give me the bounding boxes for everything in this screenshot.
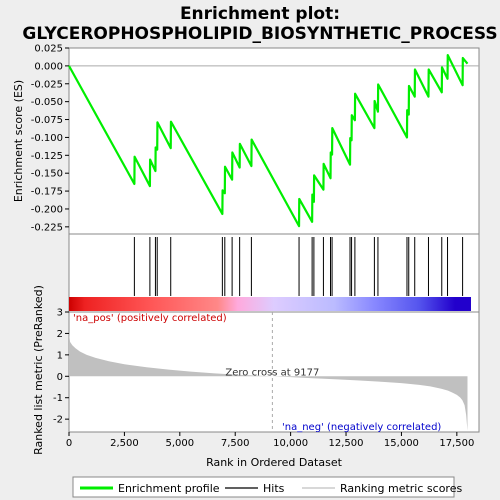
- es-y-tick-label: -0.125: [31, 151, 63, 162]
- hits-group: [133, 237, 464, 296]
- enrichment-profile-line: [68, 54, 469, 228]
- pos-correlated-label: 'na_pos' (positively correlated): [73, 313, 227, 324]
- x-tick-label: 17,500: [439, 438, 474, 449]
- es-panel: [68, 47, 480, 235]
- x-tick-label: 5,000: [165, 438, 194, 449]
- metric-y-axis: 3 2 1 0 -1 -2: [53, 308, 69, 426]
- metric-y-tick-label: -1: [53, 393, 63, 404]
- es-y-tick-label: -0.050: [31, 97, 63, 108]
- legend-metric-label: Ranking metric scores: [340, 482, 462, 495]
- x-axis: 0 2,500 5,000 7,500 10,000 12,500 15,000 17,500: [66, 432, 474, 449]
- chart-title-line-1: Enrichment plot:: [180, 4, 340, 24]
- x-tick-label: 7,500: [221, 438, 250, 449]
- x-tick-label: 0: [66, 438, 72, 449]
- es-y-tick-label: -0.150: [31, 169, 63, 180]
- x-tick-label: 15,000: [384, 438, 419, 449]
- rank-gradient-bar: [69, 297, 471, 311]
- es-y-tick-label: -0.100: [31, 133, 63, 144]
- metric-y-tick-label: 1: [57, 350, 63, 361]
- es-y-tick-label: 0.000: [34, 61, 63, 72]
- metric-y-tick-label: 0: [57, 372, 63, 383]
- es-y-label: Enrichment score (ES): [12, 80, 25, 202]
- metric-y-tick-label: 2: [57, 329, 63, 340]
- x-tick-label: 12,500: [329, 438, 364, 449]
- metric-y-tick-label: -2: [53, 415, 63, 426]
- es-y-tick-label: -0.175: [31, 187, 63, 198]
- ranking-metric-area: [69, 333, 468, 431]
- es-y-tick-label: -0.225: [31, 222, 63, 233]
- chart-title-line-2: GLYCEROPHOSPHOLIPID_BIOSYNTHETIC_PROCESS: [22, 24, 497, 44]
- x-tick-label: 2,500: [110, 438, 139, 449]
- legend-enrichment-label: Enrichment profile: [118, 482, 220, 495]
- es-y-axis: 0.025 0.000 -0.025 -0.050 -0.075 -0.100 -0.125…: [31, 44, 69, 233]
- x-tick-label: 10,000: [273, 438, 308, 449]
- es-y-tick-label: -0.200: [31, 204, 63, 215]
- x-axis-label: Rank in Ordered Dataset: [206, 456, 343, 469]
- metric-y-label: Ranked list metric (PreRanked): [32, 285, 45, 455]
- legend-hits-label: Hits: [263, 482, 285, 495]
- es-y-tick-label: 0.025: [34, 44, 63, 55]
- legend-box: [72, 476, 455, 498]
- zero-cross-label: Zero cross at 9177: [225, 367, 319, 378]
- metric-y-tick-label: 3: [57, 308, 63, 319]
- es-y-tick-label: -0.025: [31, 79, 63, 90]
- es-y-tick-label: -0.075: [31, 115, 63, 126]
- neg-correlated-label: 'na_neg' (negatively correlated): [282, 422, 441, 433]
